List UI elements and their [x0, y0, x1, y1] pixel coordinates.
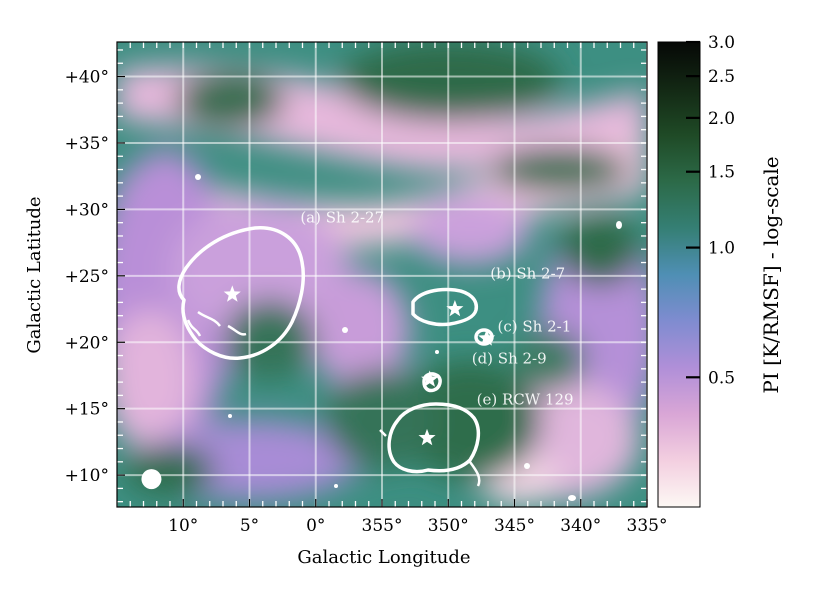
contour-sh-2-27 [177, 226, 305, 360]
colorbar-tick-label-3: 2.0 [708, 109, 735, 129]
x-tick-label-7: 335° [627, 516, 668, 536]
region-contours [177, 226, 494, 487]
region-label-3: (d) Sh 2-9 [472, 350, 547, 368]
colorbar-ticks: 0.5 1.0 1.5 2.0 2.5 3.0 [686, 33, 735, 388]
colorbar: 0.5 1.0 1.5 2.0 2.5 3.0 PI [K/RMSF] - log-sca… [657, 33, 783, 508]
region-stars [223, 285, 496, 446]
region-label-0: (a) Sh 2-27 [300, 209, 384, 227]
polarized-intensity-heatmap: (a) Sh 2-27 (b) Sh 2-7 (c) Sh 2-1 (d) Sh 2-… [117, 42, 647, 507]
x-tick-label-6: 340° [560, 516, 601, 536]
x-tick-label-2: 0° [306, 516, 325, 536]
colorbar-tick-label-2: 1.5 [708, 163, 735, 183]
colorbar-tick-label-5: 3.0 [708, 33, 735, 53]
y-tick-label-3: +25° [65, 267, 109, 287]
region-star-2 [478, 329, 496, 346]
x-axis-ticks: 10° 5° 0° 355° 350° 345° 340° 335° [168, 499, 667, 536]
beam-marker [141, 469, 162, 490]
y-tick-label-1: +15° [65, 400, 109, 420]
x-tick-label-0: 10° [168, 516, 198, 536]
y-tick-label-5: +35° [65, 134, 109, 154]
y-tick-label-6: +40° [65, 68, 109, 88]
y-tick-label-4: +30° [65, 200, 109, 220]
colorbar-gradient [657, 41, 701, 508]
y-axis-label: Galactic Latitude [24, 196, 45, 353]
colorbar-tick-label-4: 2.5 [708, 67, 735, 87]
y-tick-label-0: +10° [65, 466, 109, 486]
y-tick-label-2: +20° [65, 333, 109, 353]
x-axis-label: Galactic Longitude [297, 547, 470, 568]
colorbar-label: PI [K/RMSF] - log-scale [759, 156, 783, 393]
region-star-3 [421, 370, 439, 387]
region-label-2: (c) Sh 2-1 [498, 318, 572, 336]
region-labels: (a) Sh 2-27 (b) Sh 2-7 (c) Sh 2-1 (d) Sh 2-… [300, 209, 573, 409]
region-star-1 [446, 300, 464, 317]
contour-sh-2-27-inner [186, 310, 247, 337]
x-tick-label-5: 345° [494, 516, 535, 536]
colorbar-tick-label-1: 1.0 [708, 239, 735, 259]
contour-rcw-129-tail [379, 429, 481, 487]
y-axis-ticks: +10° +15° +20° +25° +30° +35° +40° [65, 68, 125, 486]
contour-sh-2-7 [411, 287, 479, 327]
region-star-0 [223, 285, 241, 302]
contour-rcw-129 [387, 402, 481, 474]
small-contour-blobs [195, 174, 622, 501]
x-tick-label-1: 5° [240, 516, 259, 536]
region-star-4 [418, 428, 436, 446]
colorbar-tick-label-0: 0.5 [708, 368, 735, 388]
x-tick-label-3: 355° [362, 516, 403, 536]
x-tick-label-4: 350° [428, 516, 469, 536]
region-label-1: (b) Sh 2-7 [490, 264, 565, 282]
region-label-4: (e) RCW 129 [477, 391, 574, 409]
